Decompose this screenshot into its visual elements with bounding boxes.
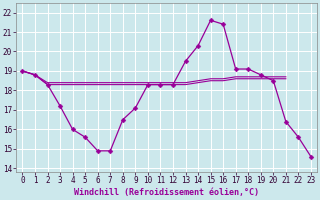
X-axis label: Windchill (Refroidissement éolien,°C): Windchill (Refroidissement éolien,°C): [74, 188, 259, 197]
